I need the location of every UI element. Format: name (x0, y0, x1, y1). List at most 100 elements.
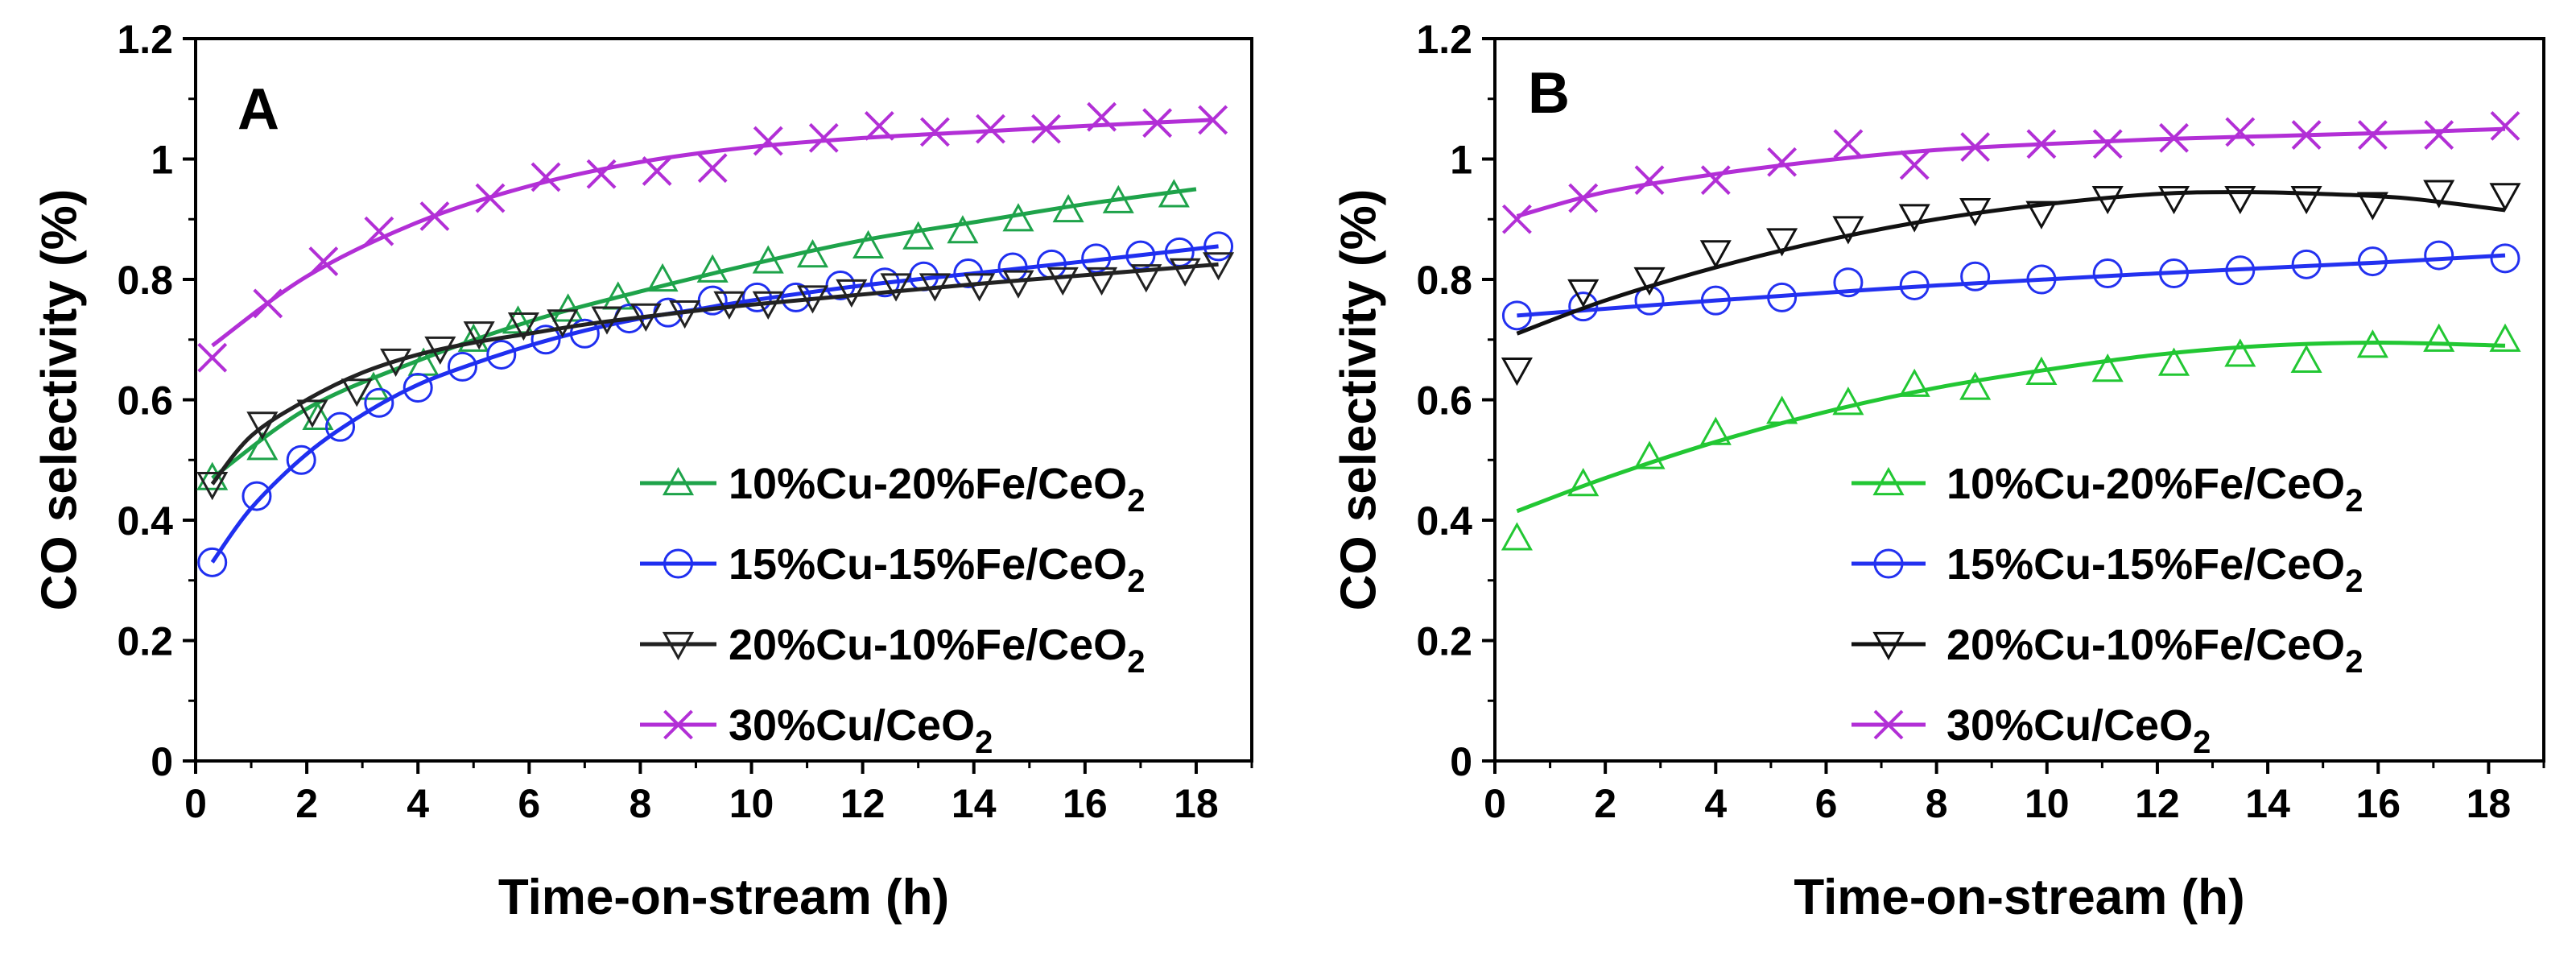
legend-subscript: 2 (2345, 564, 2363, 599)
data-point (1960, 132, 1991, 162)
legend-item: 10%Cu-20%Fe/CeO2 (640, 460, 1145, 519)
fit-curve (211, 187, 1197, 480)
data-point (852, 229, 885, 258)
data-point (902, 221, 935, 250)
data-point (197, 547, 228, 577)
data-point (502, 305, 535, 334)
data-point (1899, 270, 1930, 300)
legend-marker (662, 466, 695, 496)
x-tick-label: 10 (2025, 781, 2070, 826)
data-point (475, 183, 506, 213)
data-point (1832, 387, 1864, 415)
data-point (1002, 203, 1034, 232)
data-point (669, 300, 701, 329)
data-point (1169, 258, 1201, 287)
panel-b: 0 2 4 6 8 10 12 14 16 18 0 0.2 0.4 0.6 0.8 1 1.2 Time-on-… (1331, 17, 2545, 925)
data-point (1052, 193, 1084, 223)
x-tick-label: 10 (729, 781, 774, 826)
fit-curve (1517, 253, 2506, 318)
legend-item: 15%Cu-15%Fe/CeO2 (1852, 540, 2363, 599)
legend-marker (663, 548, 693, 579)
fit-curve (210, 262, 1219, 486)
data-point (325, 411, 356, 442)
data-point (1766, 395, 1798, 424)
legend-marker (1872, 631, 1905, 661)
y-tick-label: 0.6 (117, 378, 173, 424)
data-point (2290, 185, 2322, 215)
data-point (2091, 185, 2124, 215)
x-tick-label: 8 (630, 781, 652, 826)
data-point (1634, 165, 1665, 196)
data-point (591, 306, 623, 335)
data-point (1833, 129, 1864, 159)
y-tick-label: 0.4 (1416, 498, 1472, 544)
data-point (1158, 179, 1190, 208)
data-point (1700, 285, 1731, 316)
x-tick-label: 12 (2135, 781, 2180, 826)
legend-label: 30%Cu/CeO2 (729, 701, 993, 760)
x-tick-label: 16 (1063, 781, 1108, 826)
data-point (880, 273, 912, 302)
legend-subscript: 2 (1127, 483, 1145, 519)
legend-subscript: 2 (2193, 725, 2211, 760)
legend-item: 30%Cu/CeO2 (1852, 701, 2211, 760)
data-point (552, 293, 584, 322)
data-point (2225, 255, 2256, 286)
data-point (1699, 240, 1732, 269)
data-point (2490, 110, 2520, 141)
data-point (341, 378, 373, 407)
data-point (1833, 267, 1864, 298)
legend: 10%Cu-20%Fe/CeO2 15%Cu-15%Fe/CeO2 20%Cu-10… (1852, 460, 2363, 760)
legend-marker (662, 631, 695, 661)
y-tick-label: 0.8 (1416, 258, 1472, 303)
data-point (753, 126, 783, 156)
legend-subscript: 2 (1127, 644, 1145, 680)
x-tick-label: 0 (184, 781, 207, 826)
data-point (530, 325, 561, 355)
data-point (2423, 180, 2455, 209)
data-point (2490, 243, 2520, 274)
y-tick-label: 0.8 (117, 258, 173, 303)
data-point (741, 282, 772, 312)
data-point (2026, 264, 2057, 295)
data-point (2356, 192, 2388, 221)
data-point (296, 399, 328, 428)
legend: 10%Cu-20%Fe/CeO2 15%Cu-15%Fe/CeO2 20%Cu-10… (640, 460, 1145, 760)
data-point (2025, 201, 2058, 229)
data-point (836, 279, 868, 308)
panel-label: A (237, 77, 279, 142)
data-point (1142, 108, 1173, 138)
data-point (2290, 344, 2322, 374)
data-point (1959, 371, 1992, 400)
x-tick-label: 6 (518, 781, 540, 826)
legend-label: 10%Cu-20%Fe/CeO2 (1946, 460, 2363, 519)
data-point (196, 472, 229, 501)
data-point (1130, 264, 1162, 293)
y-tick-label: 1.2 (117, 17, 173, 62)
series-2 (1501, 240, 2520, 331)
data-point (586, 159, 617, 189)
data-point (402, 373, 433, 403)
legend-item: 30%Cu/CeO2 (640, 701, 993, 760)
data-point (2489, 183, 2521, 212)
data-point (1501, 300, 1532, 331)
legend-item: 20%Cu-10%Fe/CeO2 (640, 621, 1145, 680)
data-point (1567, 468, 1600, 497)
data-point (486, 339, 517, 370)
legend-subscript: 2 (2345, 644, 2363, 680)
data-point (1568, 183, 1599, 213)
series-3 (1501, 180, 2521, 387)
data-point (253, 288, 283, 319)
y-axis-label: CO selectivity (%) (31, 189, 87, 611)
data-point (246, 432, 279, 461)
x-tick-label: 8 (1926, 781, 1948, 826)
series-4 (197, 101, 1228, 373)
data-point (1046, 267, 1079, 296)
data-point (696, 254, 729, 283)
y-tick-label: 0 (151, 739, 173, 784)
legend-subscript: 2 (975, 725, 993, 760)
data-point (2356, 329, 2388, 358)
data-point (947, 215, 979, 244)
data-point (1501, 358, 1533, 387)
